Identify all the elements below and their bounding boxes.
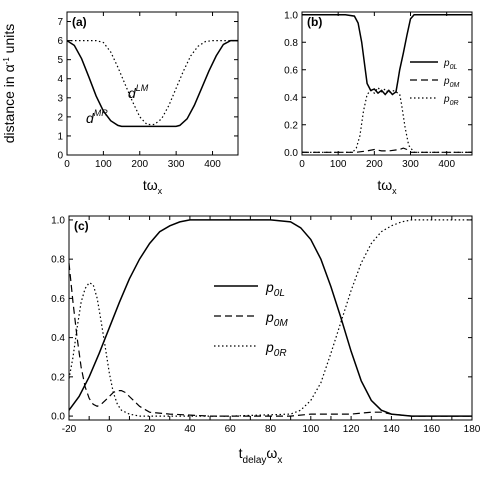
y-tick-label: 5 [57,55,63,66]
panel-label: (c) [74,219,89,233]
y-tick-label: 0.6 [284,65,298,76]
x-tick-label: 0 [107,424,113,435]
x-tick-label: 140 [383,424,400,435]
x-tick-label: 400 [438,159,455,170]
series-line-p0L [68,219,472,417]
plot-frame [301,11,473,156]
x-axis-label: tωx [377,177,397,196]
x-tick-label: 180 [464,424,481,435]
x-tick-label: 200 [131,159,148,170]
y-tick-label: 2 [57,112,63,123]
series-line-p0L [302,14,472,96]
x-tick-label: 300 [402,159,419,170]
y-tick-label: 1.0 [51,215,65,226]
x-tick-label: 100 [302,424,319,435]
y-tick-label: 0 [57,151,63,162]
panel-label: (b) [307,15,322,29]
legend-label-p0M: p0M [443,76,459,89]
x-axis-label: tdelayωx [239,445,283,466]
series-line-p0M [302,147,472,153]
legend-label-p0L: p0L [265,279,285,299]
y-axis-label: distance in α-1 units [1,24,17,144]
x-tick-label: 120 [343,424,360,435]
panel-b: 0 100 200 300 400 0.0 0.2 0.4 0.6 0.8 1.0 (b) tωx p0L… [284,10,473,196]
y-tick-label: 0.8 [284,38,298,49]
x-tick-label: 80 [265,424,277,435]
plot-frame [66,11,239,156]
panel-a: 0 100 200 300 400 0 1 2 3 4 5 6 7 (a) tωx distance in α… [1,11,239,196]
y-tick-label: 0.8 [51,255,65,266]
x-tick-label: 100 [330,159,347,170]
y-tick-label: 7 [57,17,63,28]
x-tick-label: 200 [366,159,383,170]
y-tick-label: 4 [57,74,63,85]
legend-label-p0L: p0L [443,58,457,71]
y-tick-label: 0.4 [51,333,65,344]
legend-label-p0M: p0M [265,309,288,329]
legend-label-p0R: p0R [265,339,287,359]
series-line-p0M [68,263,472,417]
series-line-d^MR [66,39,238,128]
x-tick-label: 40 [184,424,196,435]
x-tick-label: 60 [225,424,237,435]
y-tick-label: 0.0 [51,412,65,423]
x-tick-label: 160 [423,424,440,435]
y-tick-label: 1 [57,131,63,142]
y-tick-label: 3 [57,93,63,104]
x-tick-label: 20 [144,424,156,435]
panel-c: -20 0 20 40 60 80 100 120 140 160 180 0.0 0.2 0.4 0.6 0… [51,215,481,466]
y-tick-label: 0.0 [284,148,298,159]
x-tick-label: 0 [299,159,305,170]
x-tick-label: 400 [204,159,221,170]
y-tick-label: 0.4 [284,93,298,104]
x-tick-label: 100 [95,159,112,170]
y-tick-label: 0.6 [51,294,65,305]
y-tick-label: 1.0 [284,10,298,21]
y-tick-label: 0.2 [51,372,65,383]
y-tick-label: 6 [57,36,63,47]
x-tick-label: -20 [62,424,77,435]
series-line-p0R [302,86,472,153]
x-axis-label: tωx [143,177,163,196]
x-tick-label: 300 [168,159,185,170]
series-line-d^LM [67,40,238,126]
curve-label-d^MR: dMR [86,108,108,126]
panel-label: (a) [72,15,87,29]
x-tick-label: 0 [64,159,70,170]
legend-label-p0R: p0R [443,94,459,107]
y-tick-label: 0.2 [284,120,298,131]
curve-label-d^LM: dLM [128,83,149,101]
